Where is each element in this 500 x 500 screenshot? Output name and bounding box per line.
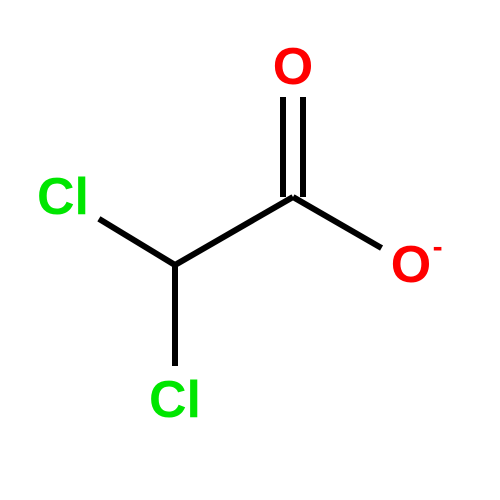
o-atom-label: O <box>391 236 431 294</box>
charge-superscript: - <box>433 230 443 263</box>
bond-line <box>99 219 175 265</box>
molecule-canvas: OO-ClCl <box>0 0 500 500</box>
o-atom-label: O <box>273 38 313 96</box>
cl-atom-label: Cl <box>37 168 89 226</box>
bond-line <box>293 197 382 248</box>
bond-line <box>175 197 293 265</box>
cl-atom-label: Cl <box>149 371 201 429</box>
